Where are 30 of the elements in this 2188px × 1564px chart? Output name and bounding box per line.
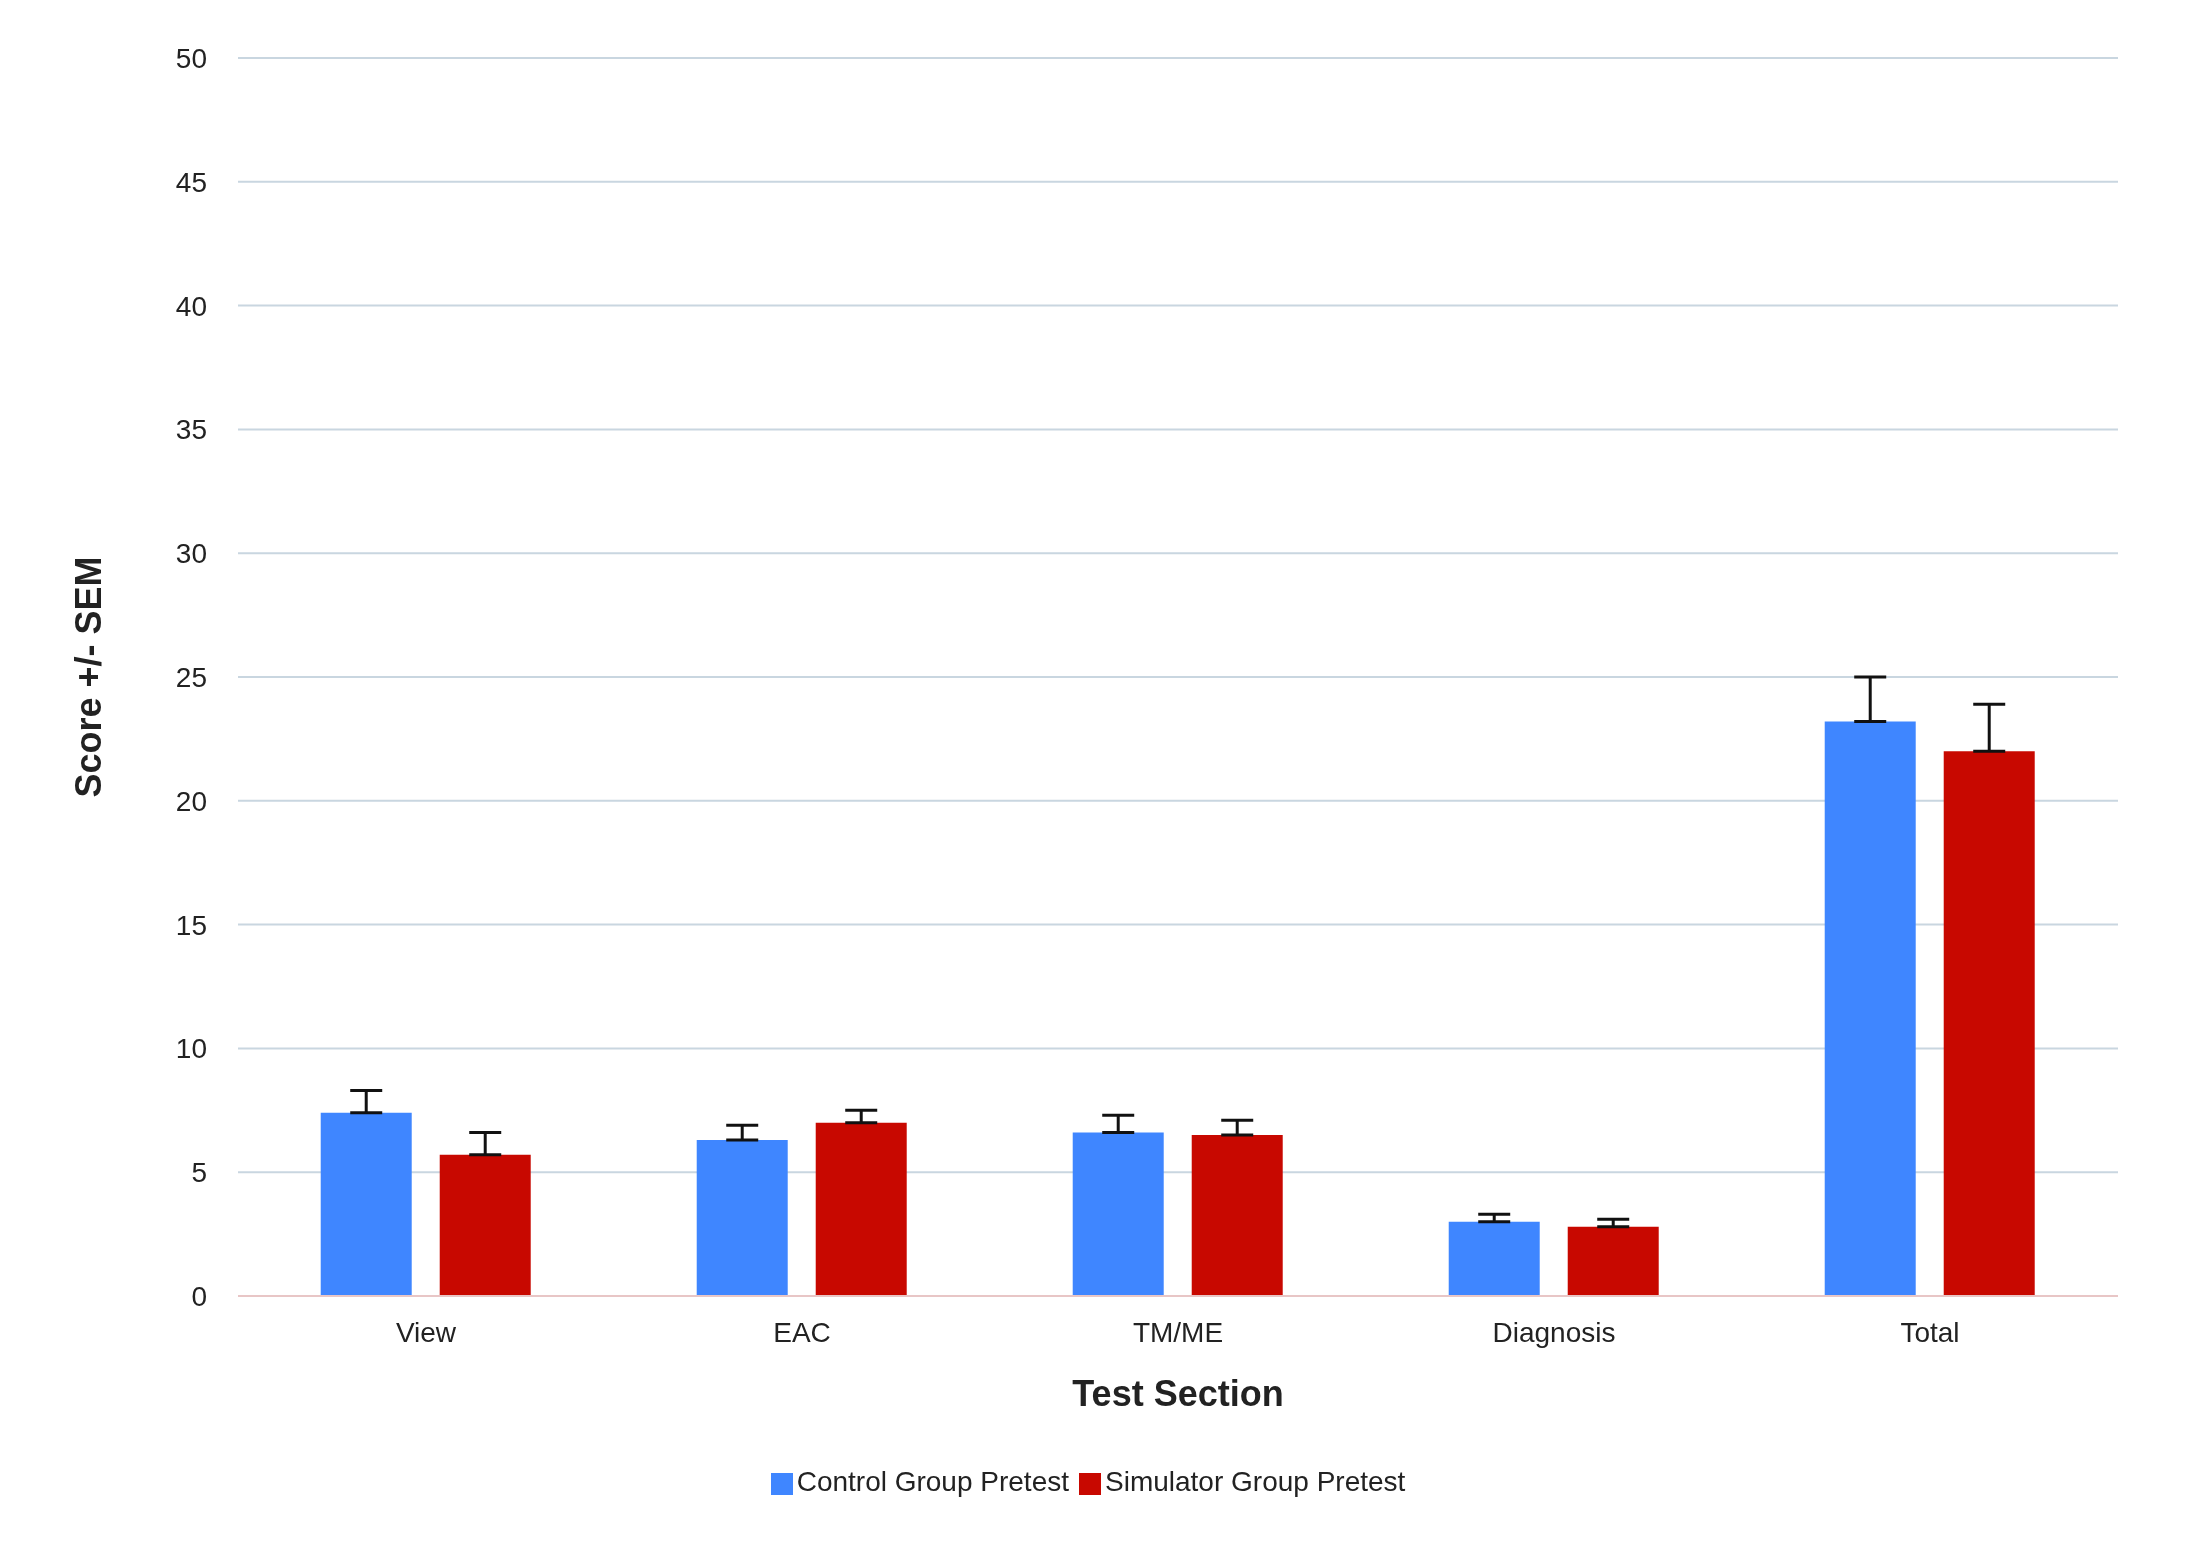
y-tick-label: 45 xyxy=(175,166,207,198)
bar xyxy=(696,1140,788,1296)
bar xyxy=(1943,751,2035,1296)
x-tick-label: TM/ME xyxy=(1132,1316,1224,1348)
x-tick-label: Total xyxy=(1900,1316,1960,1348)
y-tick-label: 30 xyxy=(175,538,207,570)
bar xyxy=(439,1154,531,1296)
y-tick-label: 40 xyxy=(175,290,207,322)
x-axis-title: Test Section xyxy=(1072,1373,1284,1414)
y-tick-label: 10 xyxy=(175,1033,207,1065)
x-tick-label: EAC xyxy=(773,1316,831,1348)
y-tick-label: 15 xyxy=(175,909,207,941)
y-tick-label: 25 xyxy=(175,661,207,693)
bar xyxy=(1567,1226,1659,1296)
legend-label: Control Group Pretest xyxy=(796,1466,1069,1497)
y-tick-label: 20 xyxy=(175,785,207,817)
x-tick-label: Diagnosis xyxy=(1492,1316,1616,1348)
y-tick-label: 35 xyxy=(175,414,207,446)
bar xyxy=(1072,1132,1164,1296)
y-axis-title: Score +/- SEM xyxy=(67,556,109,798)
legend-label: Simulator Group Pretest xyxy=(1105,1466,1406,1497)
x-tick-label: View xyxy=(395,1316,457,1348)
y-tick-label: 5 xyxy=(191,1157,207,1189)
y-tick-label: 50 xyxy=(175,42,207,74)
bar xyxy=(1191,1135,1283,1296)
bar xyxy=(815,1122,907,1296)
bar xyxy=(1824,721,1916,1296)
bar xyxy=(1448,1221,1540,1296)
y-tick-label: 0 xyxy=(191,1280,207,1312)
bar xyxy=(320,1112,412,1296)
